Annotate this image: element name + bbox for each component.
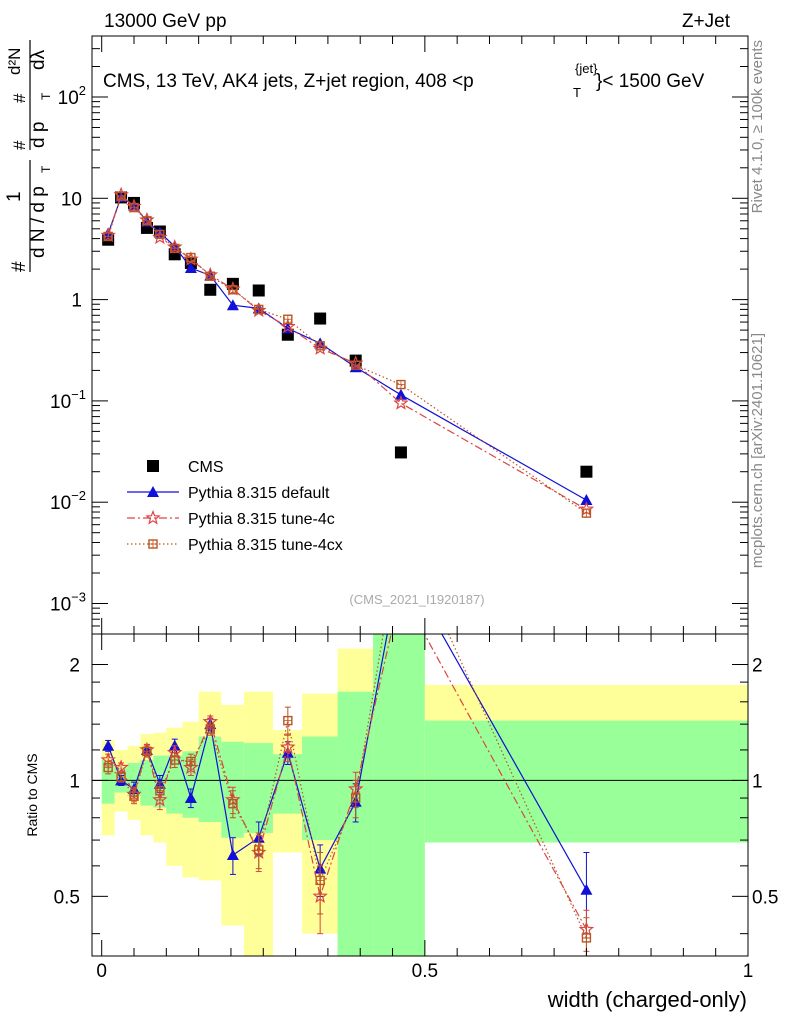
main-ytick-exp-4: −2: [71, 488, 86, 503]
ylabel-dl: dλ: [28, 49, 49, 70]
ratio-ytick-label-2: 2: [69, 655, 80, 676]
ratio-xtick-label-2: 1: [743, 961, 754, 982]
ratio-inner-band-14: [424, 720, 748, 843]
main-cms-point-9: [252, 284, 265, 297]
mcplots-label: mcplots.cern.ch [arXiv:2401.10621]: [749, 333, 766, 568]
ratio-pythia-8-315-tune-4cx-point-13: [397, 525, 405, 533]
ratio-ytick-label-0: 0.5: [54, 887, 80, 908]
ratio-inner-band-13: [373, 634, 425, 956]
main-ytick-label-0: 102: [58, 83, 86, 109]
main-pythia-8-315-tune-4cx-line: [107, 195, 587, 514]
legend-pythia-8-315-default-marker: [147, 486, 159, 497]
ylabel-hash-1: #: [9, 261, 30, 272]
main-pythia-8-315-tune-4c-point-10: [280, 318, 296, 334]
ylabel-dN: d N / d p: [28, 186, 49, 258]
legend-pythia-8-315-default-label: Pythia 8.315 default: [188, 485, 330, 502]
rivet-label: Rivet 4.1.0, ≥ 100k events: [749, 40, 766, 213]
ylabel-T1: T: [39, 165, 53, 173]
main-pythia-8-315-default-point-6: [184, 262, 197, 274]
ratio-pythia-8-315-default-point-13: [395, 556, 407, 567]
ratio-ylabel: Ratio to CMS: [24, 753, 40, 836]
legend-pythia-8-315-tune-4c-marker: [145, 509, 161, 525]
legend-pythia-8-315-tune-4c-label: Pythia 8.315 tune-4c: [188, 511, 335, 528]
main-title-before: CMS, 13 TeV, AK4 jets, Z+jet region, 408…: [103, 71, 474, 92]
main-ytick-exp-5: −3: [71, 590, 86, 605]
ratio-inner-band-11: [302, 736, 338, 841]
main-pythia-8-315-tune-4c-point-13: [393, 395, 409, 410]
main-title-sub: T: [573, 85, 581, 100]
main-cms-point-7: [204, 283, 217, 296]
main-ytick-base-5: 10: [50, 595, 71, 616]
ratio-pythia-8-315-default-point-6: [184, 792, 197, 804]
header-right: Z+Jet: [682, 11, 731, 32]
ratio-pythia-8-315-default-point-0: [102, 739, 115, 751]
ratio-inner-band-12: [337, 691, 374, 956]
ratio-pythia-8-315-tune-4c-point-4: [152, 791, 168, 807]
legend-cms-marker: [147, 460, 159, 472]
main-ylabel: # d N / d p T 1 # d p T # dλ d²N: [4, 40, 53, 272]
ylabel-one: 1: [4, 191, 25, 202]
ratio-pythia-8-315-tune-4c-point-1: [113, 759, 129, 775]
ratio-pythia-8-315-default-point-14: [580, 883, 593, 895]
main-pythia-8-315-default-point-13: [394, 388, 407, 400]
main-ytick-base-0: 10: [58, 88, 79, 109]
xlabel: width (charged-only): [547, 987, 747, 1012]
ratio-inner-band-3: [140, 759, 154, 806]
ratio-inner-band-5: [166, 755, 183, 814]
ylabel-hash-3: #: [10, 93, 29, 103]
ylabel-d2N: d²N: [5, 48, 24, 75]
main-cms-point-11: [314, 312, 327, 325]
header-left: 13000 GeV pp: [104, 11, 227, 32]
main-ytick-exp-0: 2: [79, 83, 86, 98]
main-ytick-label-3: 10−1: [50, 387, 86, 413]
legend-pythia-8-315-tune-4cx-label: Pythia 8.315 tune-4cx: [188, 537, 343, 554]
ylabel-dp: d p: [28, 122, 49, 148]
main-ytick-base-3: 10: [50, 392, 71, 413]
ratio-xtick-label-0: 0: [96, 961, 107, 982]
main-title-sup: {jet}: [575, 61, 598, 76]
ratio-clip-mask-top: [0, 620, 92, 621]
main-ytick-label-4: 10−2: [50, 488, 86, 514]
ratio-series: [100, 525, 595, 956]
ratio-ytick-label-right-0: 0.5: [752, 887, 778, 908]
main-title-after: }< 1500 GeV: [596, 71, 705, 92]
main-cms-point-13: [394, 446, 407, 459]
ratio-xtick-label-1: 0.5: [412, 961, 438, 982]
analysis-watermark: (CMS_2021_I1920187): [349, 592, 484, 607]
ratio-ytick-label-1: 1: [69, 771, 80, 792]
main-pythia-8-315-default-point-8: [226, 299, 239, 311]
ratio-frame: [91, 633, 749, 957]
main-pythia-8-315-tune-4c-line: [107, 193, 587, 510]
ratio-inner-band-9: [243, 743, 273, 834]
main-series: [100, 186, 595, 518]
ratio-ytick-label-right-1: 1: [752, 771, 763, 792]
ratio-ytick-label-right-2: 2: [752, 655, 763, 676]
ratio-bands: [101, 634, 748, 956]
ratio-pythia-8-315-default-point-8: [226, 849, 239, 861]
main-pythia-8-315-default-point-14: [580, 494, 593, 506]
main-ytick-label-5: 10−3: [50, 590, 86, 616]
main-ytick-label-2: 1: [71, 291, 82, 312]
legend-cms-label: CMS: [188, 459, 224, 476]
main-title: CMS, 13 TeV, AK4 jets, Z+jet region, 408…: [103, 71, 474, 92]
main-cms-point-14: [580, 465, 593, 478]
ylabel-hash-2: #: [10, 140, 29, 150]
main-pythia-8-315-default-line: [107, 196, 587, 501]
main-ytick-base-4: 10: [50, 493, 71, 514]
legend: CMS Pythia 8.315 default Pythia 8.315 tune…: [127, 459, 343, 554]
main-ytick-exp-3: −1: [71, 387, 86, 402]
ylabel-T2: T: [39, 92, 53, 100]
main-ytick-label-1: 10: [61, 189, 82, 210]
